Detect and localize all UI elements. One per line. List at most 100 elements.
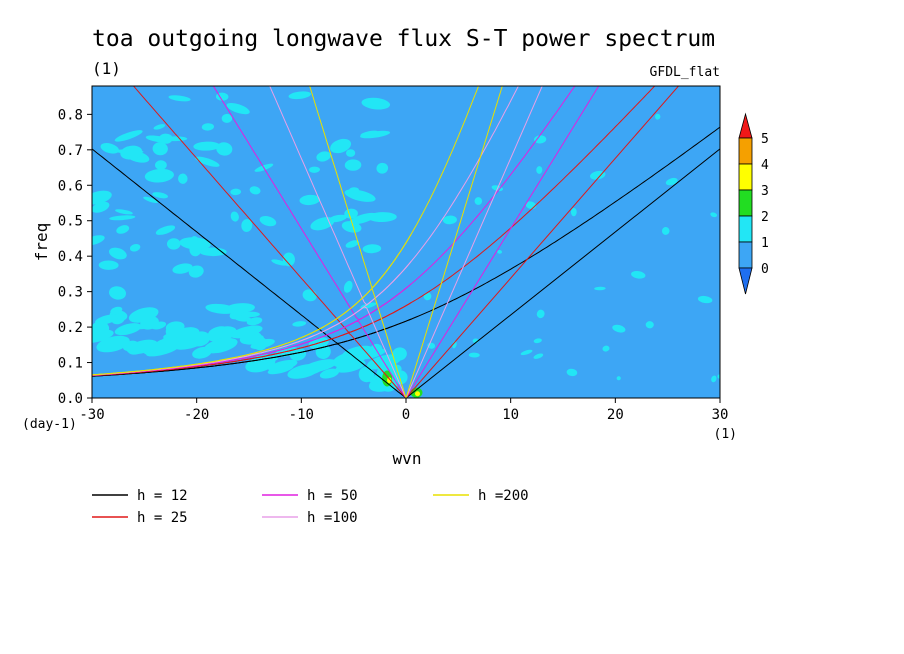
power-blob bbox=[195, 156, 220, 167]
power-blob bbox=[203, 337, 238, 354]
y-tick-label: 0.2 bbox=[58, 320, 83, 336]
kelvin-curve-h-100 bbox=[405, 86, 543, 398]
power-blob bbox=[120, 145, 143, 160]
power-blob bbox=[415, 391, 421, 397]
power-blob bbox=[345, 149, 356, 157]
power-blob bbox=[594, 286, 606, 291]
power-blob bbox=[230, 188, 242, 196]
power-blob bbox=[109, 215, 136, 221]
power-blob bbox=[143, 196, 159, 204]
colorbar-label: 3 bbox=[761, 184, 769, 199]
power-blob bbox=[153, 338, 176, 355]
power-blob bbox=[536, 309, 545, 319]
power-blob bbox=[114, 130, 143, 142]
power-blob bbox=[92, 329, 114, 343]
power-blob bbox=[288, 91, 312, 100]
power-blob bbox=[292, 321, 307, 327]
y-axis: 0.0 0.1 0.2 0.3 0.4 0.5 0.6 0.7 0.8 bbox=[58, 107, 92, 407]
power-blob bbox=[289, 348, 307, 361]
kelvin-curve-h-50 bbox=[405, 86, 600, 398]
power-blob bbox=[96, 335, 130, 353]
power-blob bbox=[287, 363, 320, 379]
power-blob bbox=[711, 375, 717, 383]
power-blob bbox=[92, 201, 110, 213]
colorbar: 5 4 3 2 1 0 bbox=[738, 112, 769, 295]
x-unit-label: (1) bbox=[714, 427, 737, 442]
legend-label: h =200 bbox=[478, 488, 529, 504]
power-blob bbox=[168, 95, 191, 102]
power-blob bbox=[631, 271, 646, 279]
legend-label: h = 50 bbox=[307, 488, 358, 504]
power-blob bbox=[129, 243, 141, 252]
power-blob bbox=[201, 123, 215, 131]
power-blob bbox=[665, 177, 678, 186]
power-blob bbox=[144, 168, 174, 183]
power-blob bbox=[316, 151, 331, 162]
y-tick-label: 0.3 bbox=[58, 285, 83, 301]
colorbar-label: 2 bbox=[761, 210, 769, 225]
power-blob bbox=[387, 377, 392, 384]
legend: h = 12 h = 25 h = 50 h =100 h =200 bbox=[92, 488, 529, 526]
y-axis-label: freq bbox=[32, 223, 51, 262]
power-blob bbox=[115, 209, 133, 215]
x-tick-label: -10 bbox=[289, 407, 314, 423]
power-blob bbox=[271, 259, 288, 266]
y-unit-label: (day-1) bbox=[22, 417, 77, 432]
power-blob bbox=[533, 338, 542, 344]
power-blob bbox=[166, 238, 181, 250]
power-blob bbox=[710, 212, 718, 218]
colorbar-box bbox=[738, 241, 753, 269]
power-blob bbox=[349, 187, 360, 193]
y-tick-label: 0.8 bbox=[58, 107, 83, 123]
kelvin-curve-h-12 bbox=[405, 148, 720, 398]
colorbar-box bbox=[738, 163, 753, 191]
power-blob bbox=[98, 260, 119, 270]
power-blob bbox=[308, 166, 321, 173]
power-blob bbox=[392, 347, 407, 361]
power-blob bbox=[442, 215, 457, 225]
kelvin-curve-h-200 bbox=[405, 86, 503, 398]
power-blob bbox=[468, 352, 480, 358]
power-blob bbox=[259, 216, 277, 227]
x-axis-label: wvn bbox=[393, 449, 422, 468]
colorbar-box bbox=[738, 215, 753, 243]
y-tick-label: 0.5 bbox=[58, 214, 83, 230]
power-blob bbox=[452, 341, 457, 349]
power-blob bbox=[497, 249, 502, 254]
power-blob bbox=[268, 359, 298, 372]
colorbar-label: 5 bbox=[761, 132, 769, 147]
power-blob bbox=[155, 225, 176, 235]
y-tick-label: 0.7 bbox=[58, 143, 83, 159]
power-blob bbox=[590, 170, 606, 180]
y-tick-label: 0.1 bbox=[58, 356, 83, 372]
y-tick-label: 0.4 bbox=[58, 249, 83, 265]
dispersion-curves bbox=[92, 86, 720, 398]
power-blob bbox=[230, 211, 239, 222]
power-blob bbox=[152, 142, 168, 156]
power-contour-fill bbox=[92, 91, 720, 398]
power-blob bbox=[344, 208, 358, 219]
kelvin-curve-h-25 bbox=[405, 86, 680, 398]
power-blob bbox=[230, 325, 263, 339]
chart-subtitle: (1) bbox=[92, 59, 121, 78]
power-blob bbox=[570, 207, 577, 217]
legend-label: h = 12 bbox=[137, 488, 188, 504]
power-blob bbox=[697, 295, 713, 304]
power-blob bbox=[216, 142, 233, 156]
power-blob bbox=[241, 218, 253, 232]
power-blob bbox=[661, 227, 670, 235]
power-blob bbox=[205, 303, 237, 314]
power-blob bbox=[114, 323, 142, 336]
power-blob bbox=[110, 306, 123, 315]
power-blob bbox=[199, 247, 227, 257]
power-blob bbox=[345, 240, 360, 248]
power-blob bbox=[330, 138, 352, 154]
power-blob bbox=[358, 366, 375, 383]
power-blob bbox=[179, 237, 211, 250]
power-blob bbox=[207, 326, 230, 340]
power-blob bbox=[145, 135, 171, 143]
x-tick-label: -30 bbox=[79, 407, 104, 423]
power-blob bbox=[249, 186, 261, 195]
power-blob bbox=[361, 97, 391, 110]
